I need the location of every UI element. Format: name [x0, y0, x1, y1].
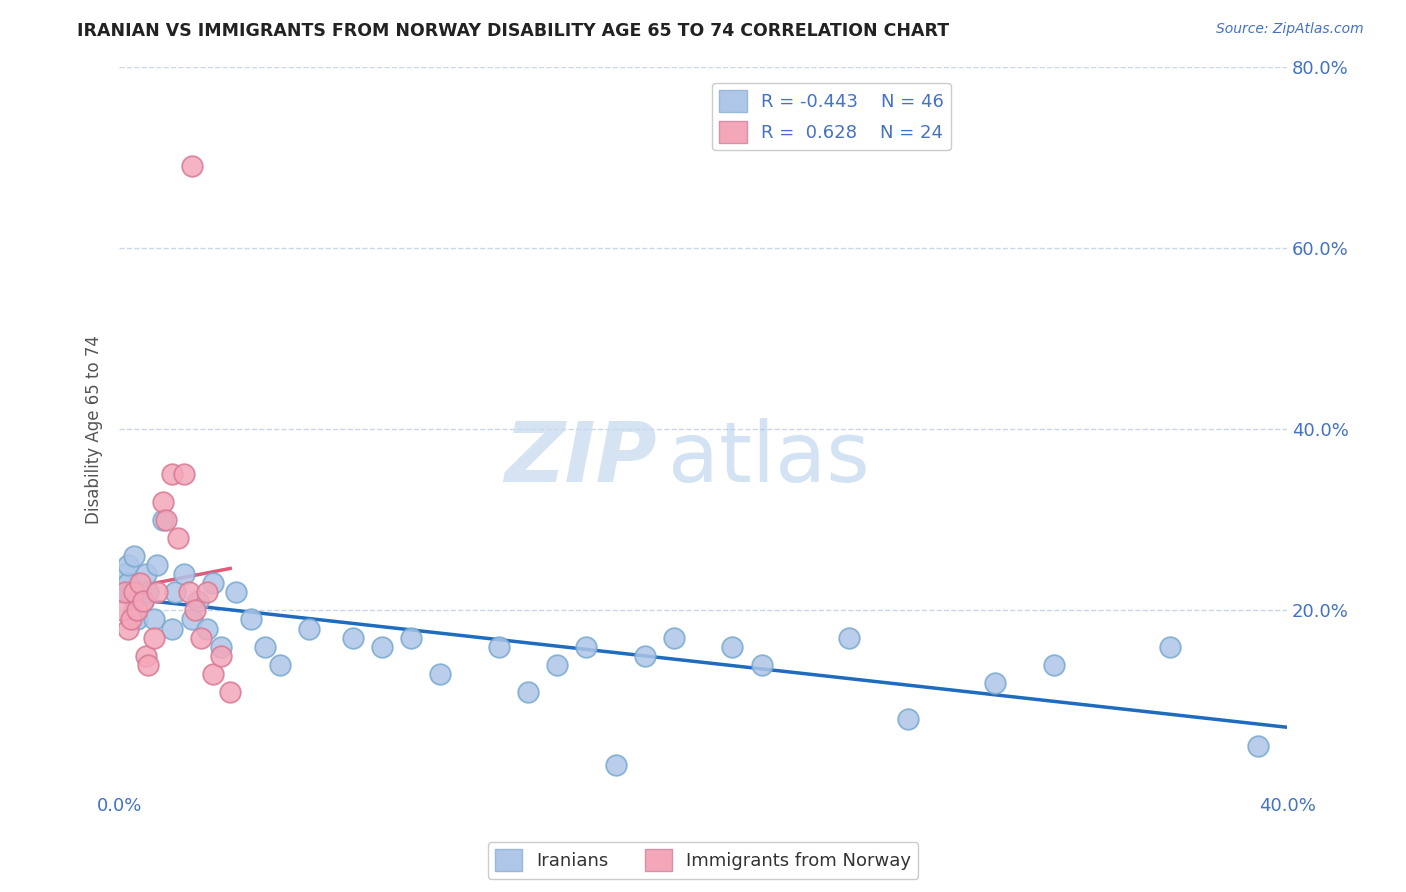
Point [269, 657, 291, 672]
Point [751, 657, 773, 672]
Y-axis label: Disability Age 65 to 74: Disability Age 65 to 74 [86, 334, 103, 524]
Point [184, 603, 207, 617]
Point [160, 467, 183, 482]
Point [143, 631, 166, 645]
Point [181, 612, 204, 626]
Legend: R = -0.443    N = 46, R =  0.628    N = 24: R = -0.443 N = 46, R = 0.628 N = 24 [713, 83, 950, 151]
Point [517, 685, 540, 699]
Point [211, 648, 233, 663]
Point [117, 622, 139, 636]
Text: Source: ZipAtlas.com: Source: ZipAtlas.com [1216, 22, 1364, 37]
Point [984, 676, 1007, 690]
Point [239, 612, 262, 626]
Point [488, 640, 510, 654]
Point [173, 467, 195, 482]
Point [225, 585, 247, 599]
Text: IRANIAN VS IMMIGRANTS FROM NORWAY DISABILITY AGE 65 TO 74 CORRELATION CHART: IRANIAN VS IMMIGRANTS FROM NORWAY DISABI… [77, 22, 949, 40]
Point [190, 631, 212, 645]
Point [195, 622, 218, 636]
Point [179, 585, 201, 599]
Point [219, 685, 242, 699]
Point [143, 612, 166, 626]
Point [546, 657, 568, 672]
Point [1159, 640, 1181, 654]
Point [181, 159, 204, 173]
Point [117, 576, 139, 591]
Legend: Iranians, Immigrants from Norway: Iranians, Immigrants from Norway [488, 842, 918, 879]
Point [1247, 739, 1270, 754]
Point [721, 640, 744, 654]
Point [605, 757, 627, 772]
Point [662, 631, 685, 645]
Point [152, 513, 174, 527]
Point [371, 640, 394, 654]
Point [575, 640, 598, 654]
Point [111, 603, 134, 617]
Point [135, 648, 157, 663]
Point [117, 558, 139, 573]
Point [896, 712, 918, 726]
Point [254, 640, 277, 654]
Point [163, 585, 186, 599]
Point [146, 558, 169, 573]
Point [128, 576, 150, 591]
Point [201, 576, 224, 591]
Point [146, 585, 169, 599]
Point [342, 631, 364, 645]
Point [155, 513, 177, 527]
Point [122, 549, 145, 563]
Point [120, 585, 142, 599]
Point [138, 585, 160, 599]
Point [838, 631, 860, 645]
Point [634, 648, 657, 663]
Point [122, 585, 145, 599]
Point [195, 585, 218, 599]
Point [120, 612, 142, 626]
Point [131, 594, 153, 608]
Point [131, 594, 153, 608]
Point [152, 494, 174, 508]
Point [125, 603, 148, 617]
Point [429, 666, 451, 681]
Text: ZIP: ZIP [503, 417, 657, 499]
Point [111, 585, 134, 599]
Point [138, 657, 160, 672]
Point [114, 585, 136, 599]
Point [187, 594, 209, 608]
Point [114, 567, 136, 582]
Point [298, 622, 321, 636]
Point [166, 531, 188, 545]
Point [135, 567, 157, 582]
Point [160, 622, 183, 636]
Point [122, 603, 145, 617]
Text: atlas: atlas [668, 417, 870, 499]
Point [125, 612, 148, 626]
Point [211, 640, 233, 654]
Point [1042, 657, 1064, 672]
Point [173, 567, 195, 582]
Point [399, 631, 422, 645]
Point [201, 666, 224, 681]
